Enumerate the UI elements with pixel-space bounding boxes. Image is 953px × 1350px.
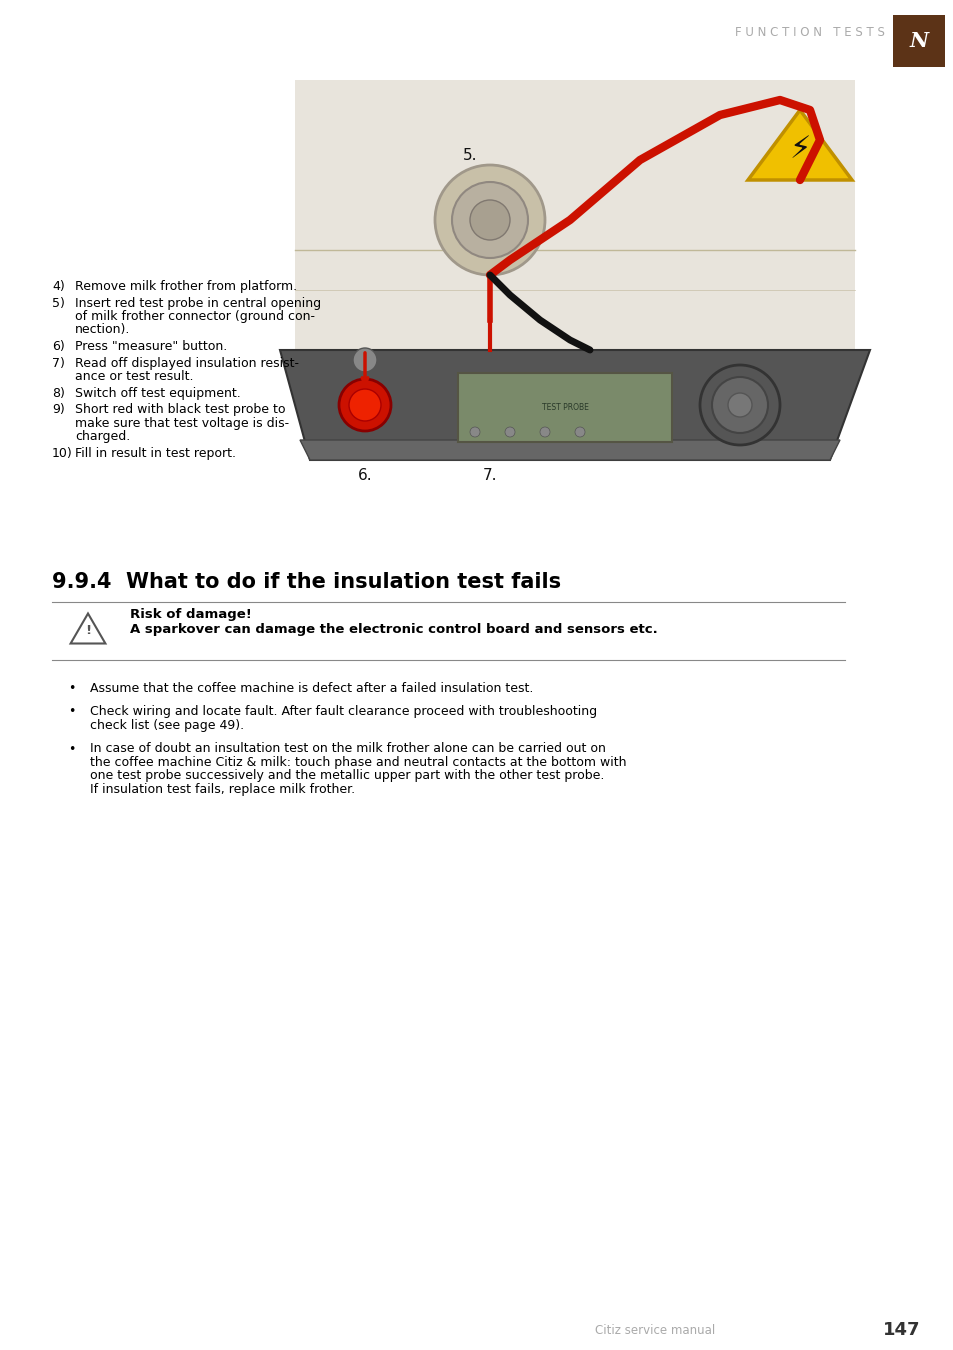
Text: 8): 8) bbox=[52, 386, 65, 400]
Text: ⚡: ⚡ bbox=[788, 135, 810, 165]
Polygon shape bbox=[280, 350, 869, 460]
Circle shape bbox=[727, 393, 751, 417]
Text: N: N bbox=[908, 31, 927, 51]
Text: Assume that the coffee machine is defect after a failed insulation test.: Assume that the coffee machine is defect… bbox=[90, 682, 533, 695]
Text: 5.: 5. bbox=[462, 147, 476, 162]
Text: A sparkover can damage the electronic control board and sensors etc.: A sparkover can damage the electronic co… bbox=[130, 622, 657, 636]
Text: nection).: nection). bbox=[75, 324, 131, 336]
Text: of milk frother connector (ground con-: of milk frother connector (ground con- bbox=[75, 310, 314, 323]
Circle shape bbox=[349, 389, 380, 421]
Text: 9.9.4  What to do if the insulation test fails: 9.9.4 What to do if the insulation test … bbox=[52, 572, 560, 593]
Text: 7): 7) bbox=[52, 356, 65, 370]
Text: •: • bbox=[68, 682, 75, 695]
Circle shape bbox=[575, 427, 584, 437]
Text: the coffee machine Citiz & milk: touch phase and neutral contacts at the bottom : the coffee machine Citiz & milk: touch p… bbox=[90, 756, 626, 770]
Circle shape bbox=[504, 427, 515, 437]
Circle shape bbox=[353, 348, 376, 373]
Text: !: ! bbox=[85, 625, 91, 637]
Text: Read off displayed insulation resist-: Read off displayed insulation resist- bbox=[75, 356, 298, 370]
Text: Short red with black test probe to: Short red with black test probe to bbox=[75, 404, 285, 416]
Text: make sure that test voltage is dis-: make sure that test voltage is dis- bbox=[75, 417, 289, 429]
Polygon shape bbox=[299, 440, 840, 460]
Text: 4): 4) bbox=[52, 279, 65, 293]
Text: check list (see page 49).: check list (see page 49). bbox=[90, 720, 244, 732]
Text: Check wiring and locate fault. After fault clearance proceed with troubleshootin: Check wiring and locate fault. After fau… bbox=[90, 706, 597, 718]
Circle shape bbox=[539, 427, 550, 437]
Text: Press "measure" button.: Press "measure" button. bbox=[75, 340, 227, 352]
Text: 6): 6) bbox=[52, 340, 65, 352]
Text: Insert red test probe in central opening: Insert red test probe in central opening bbox=[75, 297, 321, 309]
Text: 10): 10) bbox=[52, 447, 72, 459]
Text: charged.: charged. bbox=[75, 431, 131, 443]
Circle shape bbox=[700, 364, 780, 446]
Polygon shape bbox=[294, 80, 854, 350]
Text: If insulation test fails, replace milk frother.: If insulation test fails, replace milk f… bbox=[90, 783, 355, 796]
Text: 5): 5) bbox=[52, 297, 65, 309]
Text: •: • bbox=[68, 743, 75, 756]
Circle shape bbox=[338, 379, 391, 431]
Text: 9): 9) bbox=[52, 404, 65, 416]
Text: Switch off test equipment.: Switch off test equipment. bbox=[75, 386, 240, 400]
Text: •: • bbox=[68, 706, 75, 718]
Text: Remove milk frother from platform.: Remove milk frother from platform. bbox=[75, 279, 296, 293]
Text: In case of doubt an insultation test on the milk frother alone can be carried ou: In case of doubt an insultation test on … bbox=[90, 743, 605, 756]
FancyBboxPatch shape bbox=[457, 373, 671, 441]
Polygon shape bbox=[747, 109, 851, 180]
Text: one test probe successively and the metallic upper part with the other test prob: one test probe successively and the meta… bbox=[90, 769, 604, 783]
Circle shape bbox=[711, 377, 767, 433]
Text: Risk of damage!: Risk of damage! bbox=[130, 608, 252, 621]
Circle shape bbox=[435, 165, 544, 275]
Text: Citiz service manual: Citiz service manual bbox=[595, 1323, 715, 1336]
Text: ance or test result.: ance or test result. bbox=[75, 370, 193, 383]
Text: Fill in result in test report.: Fill in result in test report. bbox=[75, 447, 235, 459]
Text: TEST PROBE: TEST PROBE bbox=[541, 404, 588, 413]
Text: 6.: 6. bbox=[357, 467, 372, 482]
Circle shape bbox=[452, 182, 527, 258]
FancyBboxPatch shape bbox=[892, 15, 944, 68]
Text: F U N C T I O N   T E S T S: F U N C T I O N T E S T S bbox=[735, 26, 884, 39]
Circle shape bbox=[470, 427, 479, 437]
Circle shape bbox=[470, 200, 510, 240]
Text: 147: 147 bbox=[882, 1322, 919, 1339]
Text: 7.: 7. bbox=[482, 467, 497, 482]
